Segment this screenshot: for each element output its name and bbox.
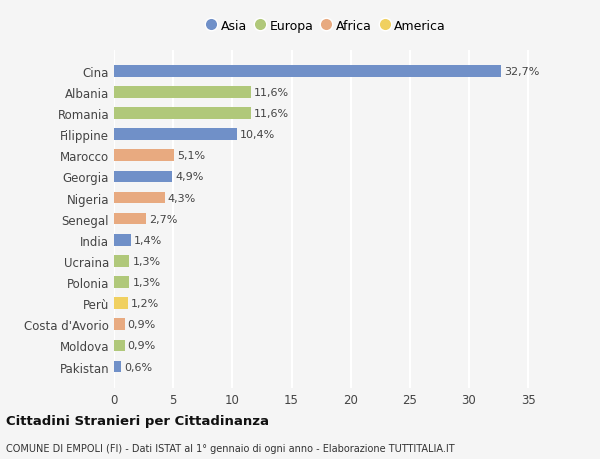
Text: 1,2%: 1,2%: [131, 298, 160, 308]
Text: 1,3%: 1,3%: [133, 256, 160, 266]
Bar: [114, 256, 130, 267]
Bar: [114, 66, 501, 78]
Text: 1,3%: 1,3%: [133, 277, 160, 287]
Bar: [114, 150, 175, 162]
Bar: [114, 87, 251, 99]
Text: 32,7%: 32,7%: [504, 67, 539, 77]
Text: 4,3%: 4,3%: [168, 193, 196, 203]
Bar: [114, 129, 237, 140]
Text: 1,4%: 1,4%: [134, 235, 162, 245]
Legend: Asia, Europa, Africa, America: Asia, Europa, Africa, America: [205, 16, 449, 37]
Text: 11,6%: 11,6%: [254, 109, 289, 119]
Text: COMUNE DI EMPOLI (FI) - Dati ISTAT al 1° gennaio di ogni anno - Elaborazione TUT: COMUNE DI EMPOLI (FI) - Dati ISTAT al 1°…: [6, 443, 455, 453]
Bar: [114, 361, 121, 373]
Text: 0,9%: 0,9%: [128, 319, 156, 330]
Text: 11,6%: 11,6%: [254, 88, 289, 98]
Text: 5,1%: 5,1%: [178, 151, 205, 161]
Bar: [114, 171, 172, 183]
Text: 0,9%: 0,9%: [128, 341, 156, 351]
Text: 10,4%: 10,4%: [240, 130, 275, 140]
Bar: [114, 298, 128, 309]
Bar: [114, 277, 130, 288]
Bar: [114, 213, 146, 225]
Bar: [114, 319, 125, 330]
Text: 0,6%: 0,6%: [124, 362, 152, 372]
Text: 2,7%: 2,7%: [149, 214, 177, 224]
Text: Cittadini Stranieri per Cittadinanza: Cittadini Stranieri per Cittadinanza: [6, 414, 269, 428]
Bar: [114, 235, 131, 246]
Bar: [114, 108, 251, 120]
Bar: [114, 340, 125, 352]
Bar: [114, 192, 165, 204]
Text: 4,9%: 4,9%: [175, 172, 203, 182]
